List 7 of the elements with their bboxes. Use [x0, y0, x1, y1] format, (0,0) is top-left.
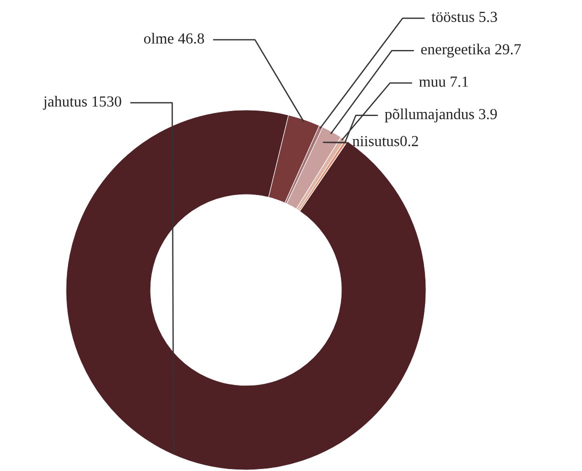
slice-label: jahutus 1530	[42, 96, 122, 110]
slice-label: olme 46.8	[144, 32, 204, 44]
slice-label: energeetika 29.7	[421, 44, 521, 58]
slice-label: muu 7.1	[419, 76, 468, 87]
slice-label: põllumajandus 3.9	[384, 108, 497, 122]
slice-label: tööstus 5.3	[432, 12, 498, 22]
slice-label: niisutus0.2	[352, 136, 418, 146]
